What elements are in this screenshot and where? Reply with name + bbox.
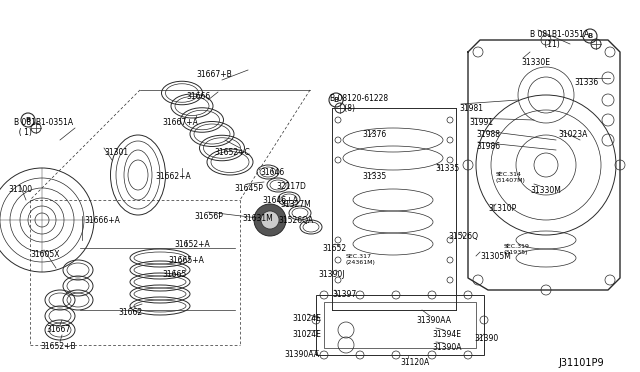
Text: 31666: 31666 [186,92,211,101]
Text: B 081B1-0351A
  ( 1): B 081B1-0351A ( 1) [14,118,73,137]
Text: 31305M: 31305M [480,252,511,261]
Text: 31667+A: 31667+A [162,118,198,127]
Text: B: B [588,33,593,39]
Text: 31667: 31667 [46,325,70,334]
Text: 31120A: 31120A [400,358,429,367]
Text: B 08120-61228
      (8): B 08120-61228 (8) [330,94,388,113]
Text: 31645P: 31645P [234,184,263,193]
Text: 31327M: 31327M [280,200,311,209]
Text: SEC.317
(24361M): SEC.317 (24361M) [346,254,376,265]
Text: 31336: 31336 [574,78,598,87]
Text: 31330M: 31330M [530,186,561,195]
Text: SEC.319
(31935): SEC.319 (31935) [504,244,530,255]
Text: 31652+B: 31652+B [40,342,76,351]
Text: 31667+B: 31667+B [196,70,232,79]
Text: 31376: 31376 [362,130,387,139]
Text: 31662+A: 31662+A [155,172,191,181]
Bar [324,302,476,348]
Text: 31024E: 31024E [292,330,321,339]
Text: B: B [333,97,339,103]
Text: 3L310P: 3L310P [488,204,516,213]
Text: 31652: 31652 [322,244,346,253]
Text: 31666+A: 31666+A [84,216,120,225]
Text: 31335: 31335 [362,172,387,181]
Text: 32117D: 32117D [276,182,306,191]
Bar [316,295,484,355]
Text: 31023A: 31023A [558,130,588,139]
Text: 31526QA: 31526QA [278,216,313,225]
Text: 31100: 31100 [8,185,32,194]
Text: 31631M: 31631M [242,214,273,223]
Text: 31526Q: 31526Q [448,232,478,241]
Text: 31986: 31986 [476,142,500,151]
Text: B 081B1-0351A
      (11): B 081B1-0351A (11) [530,30,589,49]
Text: 31390AA: 31390AA [284,350,319,359]
Text: 31988: 31988 [476,130,500,139]
Text: 31665+A: 31665+A [168,256,204,265]
Text: 31397: 31397 [332,290,356,299]
Text: SEC.314
(31407M): SEC.314 (31407M) [496,172,526,183]
Text: 31330E: 31330E [521,58,550,67]
Text: 31394E: 31394E [432,330,461,339]
Text: 31390AA: 31390AA [416,316,451,325]
Text: 31652+C: 31652+C [214,148,250,157]
Text: 31665: 31665 [162,270,186,279]
Text: J31101P9: J31101P9 [558,358,604,368]
Text: 31656P: 31656P [194,212,223,221]
Text: B: B [26,117,31,123]
Text: 31981: 31981 [459,104,483,113]
Text: 31335: 31335 [435,164,460,173]
Text: 31390J: 31390J [318,270,344,279]
Text: 31605X: 31605X [30,250,60,259]
Text: 31646: 31646 [260,168,284,177]
Text: 31991: 31991 [469,118,493,127]
Text: 31024E: 31024E [292,314,321,323]
Text: 31390A: 31390A [432,343,461,352]
Text: 31390: 31390 [474,334,499,343]
Text: 31652+A: 31652+A [174,240,210,249]
Circle shape [254,204,286,236]
Text: 31662: 31662 [118,308,142,317]
Text: 31301: 31301 [104,148,128,157]
Circle shape [261,211,279,229]
Text: 31646+A: 31646+A [262,196,298,205]
